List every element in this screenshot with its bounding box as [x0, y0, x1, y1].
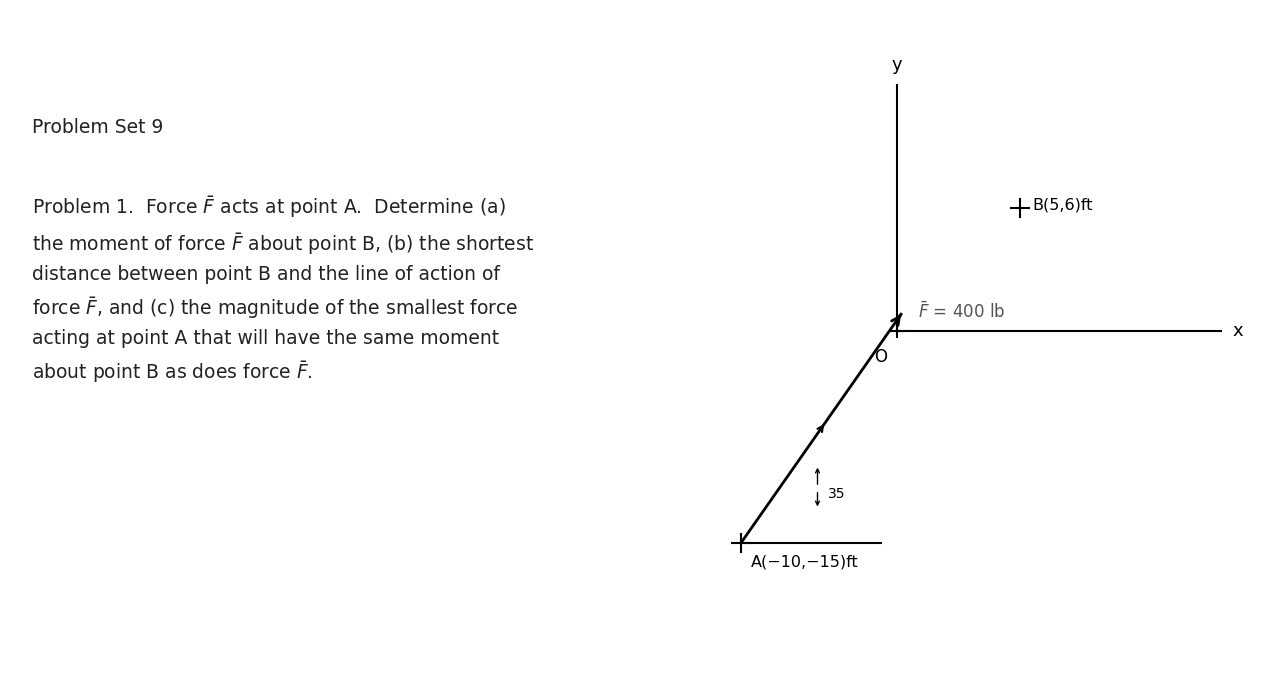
Text: A(−10,−15)ft: A(−10,−15)ft [751, 554, 859, 569]
Text: 35: 35 [827, 487, 845, 501]
Text: B(5,6)ft: B(5,6)ft [1033, 197, 1094, 213]
Text: Problem Set 9: Problem Set 9 [32, 118, 164, 137]
Text: x: x [1233, 322, 1243, 340]
Text: $\bar{F}$ = 400 lb: $\bar{F}$ = 400 lb [918, 301, 1005, 322]
Text: y: y [893, 56, 903, 74]
Text: Problem 1.  Force $\bar{F}$ acts at point A.  Determine (a)
the moment of force : Problem 1. Force $\bar{F}$ acts at point… [32, 195, 535, 385]
Text: O: O [875, 348, 887, 366]
